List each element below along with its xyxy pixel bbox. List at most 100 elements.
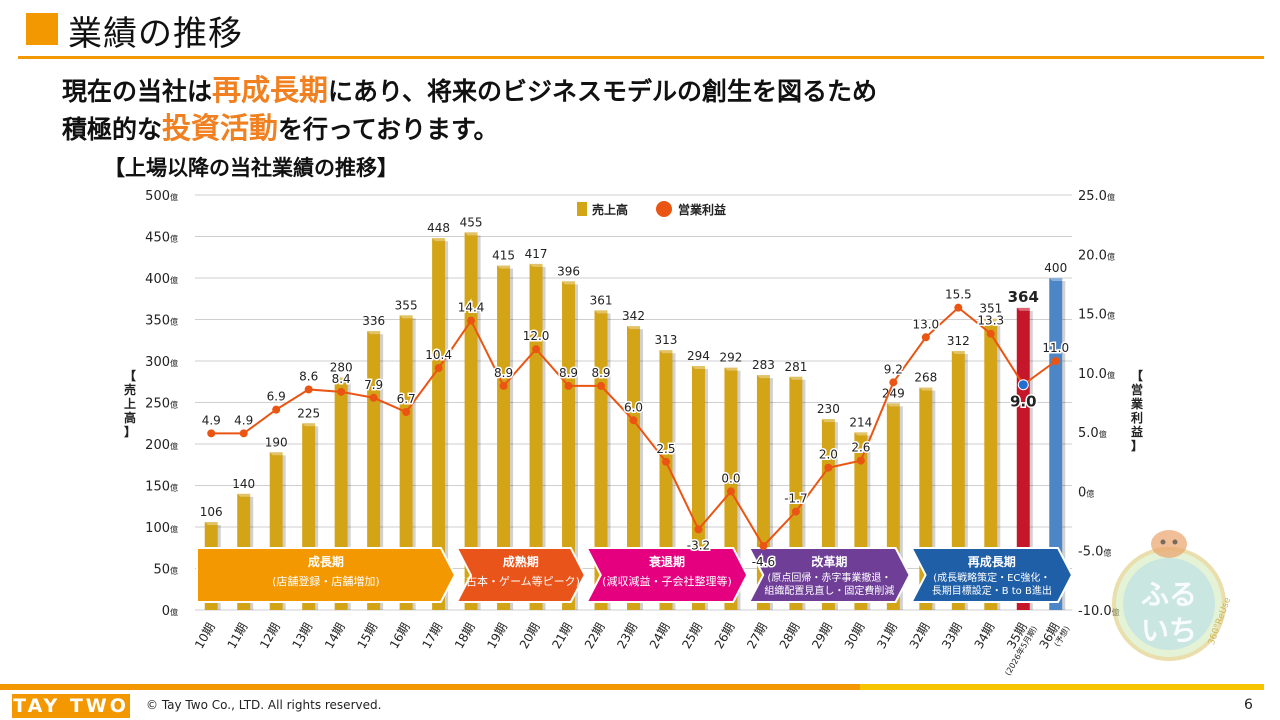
profit-point-26期 [726, 487, 735, 496]
right-axis-title-char-1: 営 [1131, 382, 1143, 397]
bar-value-label-31期: 249 [882, 386, 905, 400]
profit-value-label-24期: 2.5 [656, 442, 675, 456]
profit-point-25期 [694, 525, 703, 534]
profit-point-19期 [499, 381, 508, 390]
bar-value-label-24期: 313 [655, 333, 678, 347]
bar-value-label-17期: 448 [427, 221, 450, 235]
phase-arrow-4 [909, 547, 1074, 603]
profit-value-label-13期: 8.6 [299, 369, 318, 383]
left-tick-label-9: 450億 [145, 231, 178, 246]
phase-title-1: 成熟期 [503, 554, 539, 569]
left-tick-label-0: 0億 [162, 604, 178, 619]
profit-value-label-11期: 4.9 [234, 413, 253, 427]
bar-shadow-27期 [769, 378, 773, 610]
phase-arrow-1 [455, 547, 586, 603]
footer-bar-yellow [860, 684, 1264, 690]
bar-23期 [627, 326, 640, 610]
profit-point-22期 [597, 381, 606, 390]
phase-desc1-4: (成長戦略策定・EC強化・ [933, 571, 1050, 584]
bar-value-label-23期: 342 [622, 309, 645, 323]
profit-value-label-17期: 10.4 [425, 348, 452, 362]
category-label-25期: 25期 [679, 621, 705, 652]
bar-34期 [984, 318, 998, 610]
left-tick-label-7: 350億 [145, 314, 178, 329]
bar-17期 [432, 238, 446, 610]
bar-top-12期 [269, 452, 286, 456]
profit-point-20期 [532, 345, 541, 354]
page-number: 6 [1244, 697, 1253, 713]
bar-value-label-36期: 400 [1044, 261, 1067, 275]
bar-value-label-25期: 294 [687, 349, 710, 363]
bar-value-label-18期: 455 [460, 215, 483, 229]
bar-shadow-23期 [640, 329, 643, 610]
profit-point-33期 [954, 303, 963, 312]
bar-shadow-36期 [1062, 281, 1066, 610]
profit-point-28期 [791, 507, 800, 516]
profit-value-label-36期: 11.0 [1042, 341, 1069, 355]
bar-value-label-32期: 268 [914, 371, 937, 385]
phase-desc-1: (古本・ゲーム等ピーク) [462, 574, 580, 588]
copyright-text: © Tay Two Co., LTD. All rights reserved. [146, 698, 382, 712]
category-label-17期: 17期 [419, 621, 445, 652]
profit-point-27期 [759, 541, 768, 550]
bar-shadow-22期 [607, 313, 611, 610]
profit-point-35期 [1017, 379, 1029, 391]
phase-title-3: 改革期 [811, 554, 847, 569]
category-label-27期: 27期 [744, 621, 770, 652]
bar-value-label-21期: 396 [557, 264, 580, 278]
bar-shadow-35期 [1029, 310, 1033, 610]
bar-value-label-30期: 214 [849, 415, 872, 429]
right-axis-title-char-0: 【 [1131, 368, 1143, 383]
profit-value-label-28期: -1.7 [784, 492, 807, 506]
profit-value-label-18期: 14.4 [458, 301, 485, 315]
bar-shadow-32期 [932, 390, 936, 610]
profit-value-label-10期: 4.9 [202, 413, 221, 427]
bar-shadow-17期 [445, 241, 449, 610]
bar-top-17期 [432, 238, 449, 242]
profit-point-21期 [564, 381, 573, 390]
phase-arrow-3 [747, 547, 911, 603]
bar-top-18期 [464, 232, 481, 236]
performance-chart: 0億 50億 100億 150億 200億 250億 300億 350億 400億 450億 500… [124, 189, 1144, 677]
bar-shadow-25期 [704, 368, 708, 610]
bar-shadow-13期 [315, 426, 319, 610]
category-label-13期: 13期 [290, 621, 316, 652]
category-label-12期: 12期 [257, 621, 283, 652]
bar-33期 [951, 351, 965, 610]
bar-24期 [659, 350, 673, 610]
right-tick-label-1: -5.0億 [1078, 545, 1111, 560]
bar-value-label-13期: 225 [297, 406, 320, 420]
bar-top-11期 [237, 493, 254, 497]
profit-point-23期 [629, 416, 638, 425]
phase-title-2: 衰退期 [648, 554, 685, 569]
bar-value-label-10期: 106 [200, 505, 223, 519]
title-accent-square [26, 13, 58, 45]
right-tick-label-6: 20.0億 [1078, 248, 1115, 263]
bar-top-19期 [497, 265, 514, 269]
bar-value-label-19期: 415 [492, 249, 515, 263]
bar-shadow-16期 [412, 318, 416, 610]
category-label-19期: 19期 [484, 621, 510, 652]
phase-desc-0: (店舗登録・店舗増加) [272, 574, 380, 588]
bar-shadow-26期 [737, 370, 741, 610]
profit-value-label-15期: 7.9 [364, 378, 383, 392]
profit-value-label-33期: 15.5 [945, 288, 972, 302]
phase-desc2-4: 長期目標設定・B to B進出 [932, 584, 1052, 597]
bar-shadow-28期 [802, 379, 806, 610]
left-axis-title-char-1: 売 [124, 382, 136, 397]
bar-top-29期 [821, 419, 838, 423]
bar-top-27期 [756, 375, 773, 379]
bar-shadow-31期 [899, 406, 903, 610]
left-tick-label-10: 500億 [145, 189, 178, 204]
headline-line-2: 積極的な投資活動を行っております。 [62, 110, 877, 148]
right-axis-title-char-3: 利 [1131, 410, 1143, 425]
headline-line-1-segment-1: 再成長期 [212, 73, 329, 107]
profit-point-32期 [921, 333, 930, 342]
bar-top-23期 [627, 326, 643, 330]
bar-shadow-20期 [542, 266, 546, 610]
bar-shadow-34期 [997, 321, 1001, 610]
bar-19期 [497, 265, 511, 610]
profit-point-34期 [986, 329, 995, 338]
bar-value-label-12期: 190 [265, 435, 288, 449]
bar-value-label-16期: 355 [395, 298, 418, 312]
